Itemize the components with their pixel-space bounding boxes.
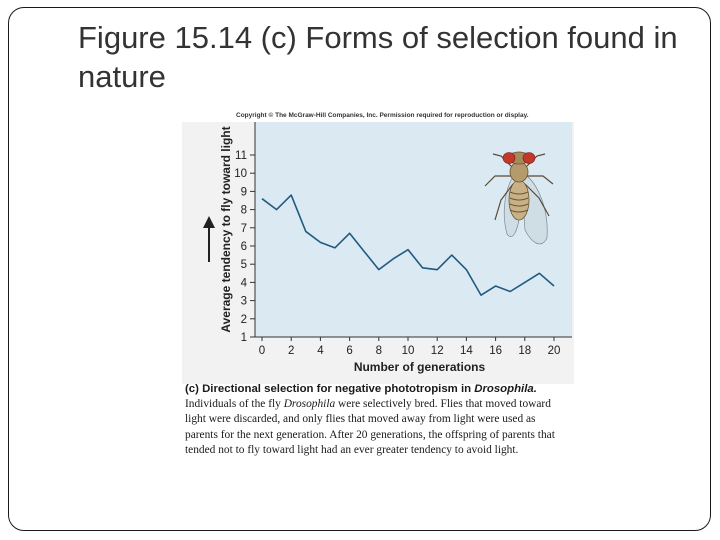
fly-eye-left [502,152,516,164]
fly-leg [526,175,554,185]
y-tick-label: 7 [241,223,247,235]
x-tick-label: 10 [402,345,415,357]
y-tick-label: 3 [241,296,247,308]
y-tick-label: 4 [241,277,248,289]
copyright-notice: Copyright © The McGraw-Hill Companies, I… [236,112,529,119]
fly-abdomen-stripe [509,191,529,195]
x-tick-label: 6 [346,345,352,357]
fly-leg [524,153,546,169]
x-tick-label: 8 [376,345,382,357]
y-tick-label: 2 [241,314,247,326]
x-tick-label: 2 [288,345,294,357]
x-tick-label: 12 [431,345,444,357]
figure-caption: (c) Directional selection for negative p… [185,382,571,458]
x-tick-label: 14 [460,345,473,357]
fly-eye-right [522,152,536,164]
y-tick-label: 8 [241,205,247,217]
fly-abdomen-stripe [509,197,529,201]
data-series-line [261,194,555,296]
caption-heading: (c) Directional selection for negative p… [185,383,475,395]
caption-text-2: were selectively bred. Flies that moved … [185,398,555,456]
y-tick-label: 1 [241,332,247,344]
y-tick-label: 11 [235,150,247,162]
y-axis-label: Average tendency to fly toward light [219,126,233,332]
figure: Copyright © The McGraw-Hill Companies, I… [182,112,574,482]
y-tick-label: 10 [234,168,247,180]
y-tick-label: 9 [241,186,247,198]
fly-leg [494,183,514,221]
y-tick-label: 6 [241,241,247,253]
slide-title: Figure 15.14 (c) Forms of selection foun… [78,20,678,94]
x-axis-label: Number of generations [354,360,486,374]
fly-abdomen-stripe [509,203,529,207]
up-arrow-icon [203,216,215,228]
caption-heading-genus: Drosophila. [474,383,537,395]
fly-thorax [509,161,529,183]
caption-genus: Drosophila [283,398,336,411]
y-tick-label: 5 [241,259,247,271]
fly-leg [492,153,514,169]
caption-text-1: Individuals of the fly [185,398,284,411]
x-tick-label: 4 [317,345,324,357]
x-tick-label: 0 [259,345,265,357]
chart-panel: 1 2 3 4 5 6 7 8 9 10 11 0 2 4 6 8 10 12 14 16 18 20 Number of … [182,122,574,384]
x-tick-label: 20 [548,345,561,357]
fly-leg [524,183,550,217]
fruit-fly-illustration [484,151,554,245]
x-tick-label: 16 [489,345,502,357]
fly-abdomen-stripe [509,209,529,213]
x-tick-label: 18 [518,345,531,357]
fly-leg [484,175,512,187]
